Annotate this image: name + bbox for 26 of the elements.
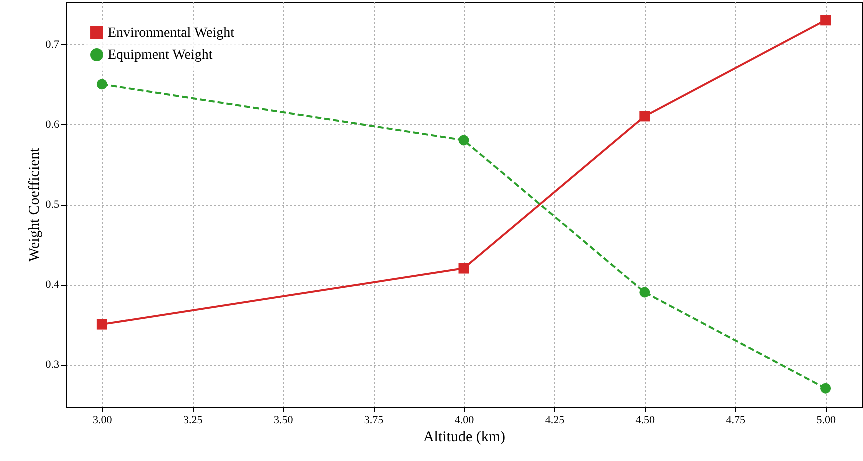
x-tick-label: 4.25 — [545, 414, 566, 426]
y-tick-label: 0.6 — [46, 118, 60, 131]
point — [458, 263, 470, 274]
x-tick-label: 3.00 — [93, 414, 113, 426]
point — [96, 79, 108, 90]
y-tick-label: 0.3 — [46, 359, 60, 372]
point — [640, 111, 650, 122]
point — [96, 319, 108, 330]
y-tick-label: 0.7 — [46, 38, 60, 51]
x-axis-title: Altitude (km) — [423, 430, 506, 446]
point — [640, 287, 650, 298]
point — [820, 15, 832, 26]
point — [458, 135, 470, 146]
y-axis-title: Weight Coefficient — [26, 147, 43, 262]
point — [820, 383, 832, 394]
y-tick-label: 0.4 — [46, 279, 60, 292]
legend-label: Equipment Weight — [108, 48, 213, 63]
x-tick-label: 3.25 — [184, 414, 204, 426]
x-tick-label: 4.75 — [726, 414, 746, 426]
y-tick-label: 0.5 — [46, 199, 60, 211]
x-tick-label: 4.00 — [454, 414, 475, 426]
legend-label: Environmental Weight — [108, 26, 235, 41]
x-tick-label: 3.50 — [274, 414, 294, 426]
x-tick-label: 3.75 — [364, 414, 384, 426]
x-tick-label: 4.50 — [636, 414, 656, 426]
x-tick-label: 5.00 — [816, 414, 836, 426]
